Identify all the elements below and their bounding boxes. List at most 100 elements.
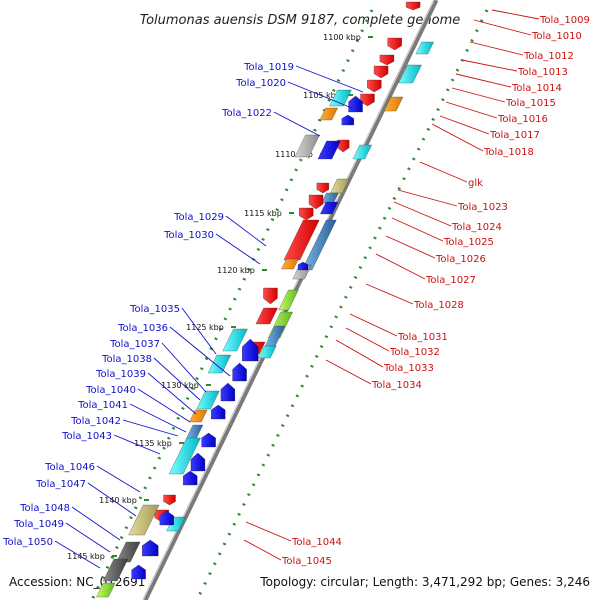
gene-arrow	[211, 404, 226, 420]
gene-arrow	[142, 539, 159, 557]
gene-label-left[interactable]: Tola_1041	[77, 400, 128, 411]
gene-label-right[interactable]: Tola_1045	[281, 556, 332, 567]
gene-label-left[interactable]: Tola_1039	[95, 369, 146, 380]
gene-feature	[102, 558, 129, 582]
leader-line	[365, 283, 414, 305]
gene-feature	[185, 424, 204, 440]
gene-feature	[278, 289, 299, 311]
gene-label-right[interactable]: Tola_1012	[523, 51, 574, 62]
gene-label-left[interactable]: Tola_1035	[129, 304, 180, 315]
tick-label: 1125 kbp	[186, 323, 224, 332]
gene-arrow	[159, 510, 174, 526]
leader-line	[147, 372, 197, 415]
gene-label-right[interactable]: Tola_1013	[517, 67, 568, 78]
gene-label-right[interactable]: Tola_1044	[291, 537, 342, 548]
gene-label-left[interactable]: Tola_1049	[13, 519, 64, 530]
gene-arrow	[131, 564, 146, 580]
map-title: Tolumonas auensis DSM 9187, complete gen…	[140, 13, 461, 28]
gene-labels: Tola_1019 Tola_1020 Tola_1022 Tola_1029 Tola…	[2, 15, 590, 567]
gene-label-left[interactable]: Tola_1037	[109, 339, 160, 350]
gene-feature	[168, 437, 201, 475]
leader-line	[375, 253, 426, 280]
leader-line	[161, 342, 207, 393]
gene-label-right[interactable]: Tola_1028	[413, 300, 464, 311]
leader-line	[349, 313, 398, 337]
accession-text: Accession: NC_012691	[9, 575, 145, 589]
leader-line	[445, 101, 498, 119]
gene-label-left[interactable]: Tola_1020	[235, 78, 286, 89]
gene-feature	[330, 178, 350, 194]
tick-label: 1140 kbp	[99, 496, 137, 505]
gene-label-left[interactable]: Tola_1042	[70, 416, 121, 427]
gene-label-right[interactable]: Tola_1026	[435, 254, 486, 265]
gene-label-right[interactable]: Tola_1024	[451, 222, 502, 233]
leader-line	[451, 87, 506, 103]
gene-label-left[interactable]: Tola_1019	[243, 62, 294, 73]
gene-label-left[interactable]: Tola_1030	[163, 230, 214, 241]
gene-arrow	[379, 54, 395, 66]
gene-label-right[interactable]: Tola_1017	[489, 130, 540, 141]
gene-label-right[interactable]: Tola_1015	[505, 98, 556, 109]
gene-feature	[294, 134, 320, 158]
gene-label-right[interactable]: Tola_1025	[443, 237, 494, 248]
gene-label-left[interactable]: Tola_1050	[2, 537, 53, 548]
gene-label-left[interactable]: Tola_1022	[221, 108, 272, 119]
gene-feature	[166, 516, 186, 532]
gene-arrow	[299, 207, 314, 221]
gene-arrow	[163, 494, 176, 506]
gene-label-right[interactable]: Tola_1034	[371, 380, 422, 391]
leader-line	[113, 434, 161, 455]
gene-label-right[interactable]: Tola_1031	[397, 332, 448, 343]
leader-line	[169, 326, 231, 377]
gene-arrow	[183, 470, 198, 486]
gene-label-left[interactable]: Tola_1048	[19, 503, 70, 514]
gene-label-right[interactable]: glk	[468, 178, 483, 189]
leader-line	[491, 9, 540, 20]
leader-line	[245, 521, 292, 542]
gene-label-left[interactable]: Tola_1036	[117, 323, 168, 334]
gene-label-left[interactable]: Tola_1038	[101, 354, 152, 365]
leader-line	[181, 307, 217, 355]
topology-text: Topology: circular; Length: 3,471,292 bp…	[259, 575, 590, 589]
leader-line	[215, 233, 261, 265]
gene-label-right[interactable]: Tola_1010	[531, 31, 582, 42]
gene-label-right[interactable]: Tola_1027	[425, 275, 476, 286]
tick-label: 1130 kbp	[161, 381, 199, 390]
leader-line	[122, 419, 179, 437]
gene-label-right[interactable]: Tola_1032	[389, 347, 440, 358]
gene-arrow	[373, 65, 389, 79]
tick-label: 1110 kbp	[275, 150, 313, 159]
leader-line	[335, 339, 384, 368]
gene-feature	[189, 409, 208, 423]
gene-feature	[196, 390, 220, 410]
leader-line	[397, 189, 458, 207]
gene-feature	[317, 140, 341, 160]
gene-label-right[interactable]: Tola_1033	[383, 363, 434, 374]
gene-feature	[128, 504, 160, 536]
gene-label-left[interactable]: Tola_1029	[173, 212, 224, 223]
gene-label-right[interactable]: Tola_1009	[539, 15, 590, 26]
leader-line	[419, 161, 468, 183]
leader-line	[439, 115, 490, 135]
tick-label: 1145 kbp	[67, 552, 105, 561]
leader-line	[391, 217, 444, 242]
gene-label-left[interactable]: Tola_1040	[85, 385, 136, 396]
gene-feature	[222, 328, 248, 352]
leader-line	[461, 59, 518, 72]
leader-line	[96, 465, 141, 493]
gene-label-right[interactable]: Tola_1023	[457, 202, 508, 213]
gene-label-right[interactable]: Tola_1016	[497, 114, 548, 125]
gene-label-left[interactable]: Tola_1047	[35, 479, 86, 490]
gene-label-right[interactable]: Tola_1014	[511, 83, 562, 94]
leader-line	[225, 215, 267, 247]
gene-label-left[interactable]: Tola_1043	[61, 431, 112, 442]
gene-feature	[352, 144, 372, 160]
gene-label-left[interactable]: Tola_1046	[44, 462, 95, 473]
gene-feature	[96, 582, 116, 598]
leader-line	[469, 41, 524, 56]
gene-label-right[interactable]: Tola_1018	[483, 147, 534, 158]
gene-arrow	[201, 432, 216, 448]
gene-feature	[207, 354, 232, 374]
